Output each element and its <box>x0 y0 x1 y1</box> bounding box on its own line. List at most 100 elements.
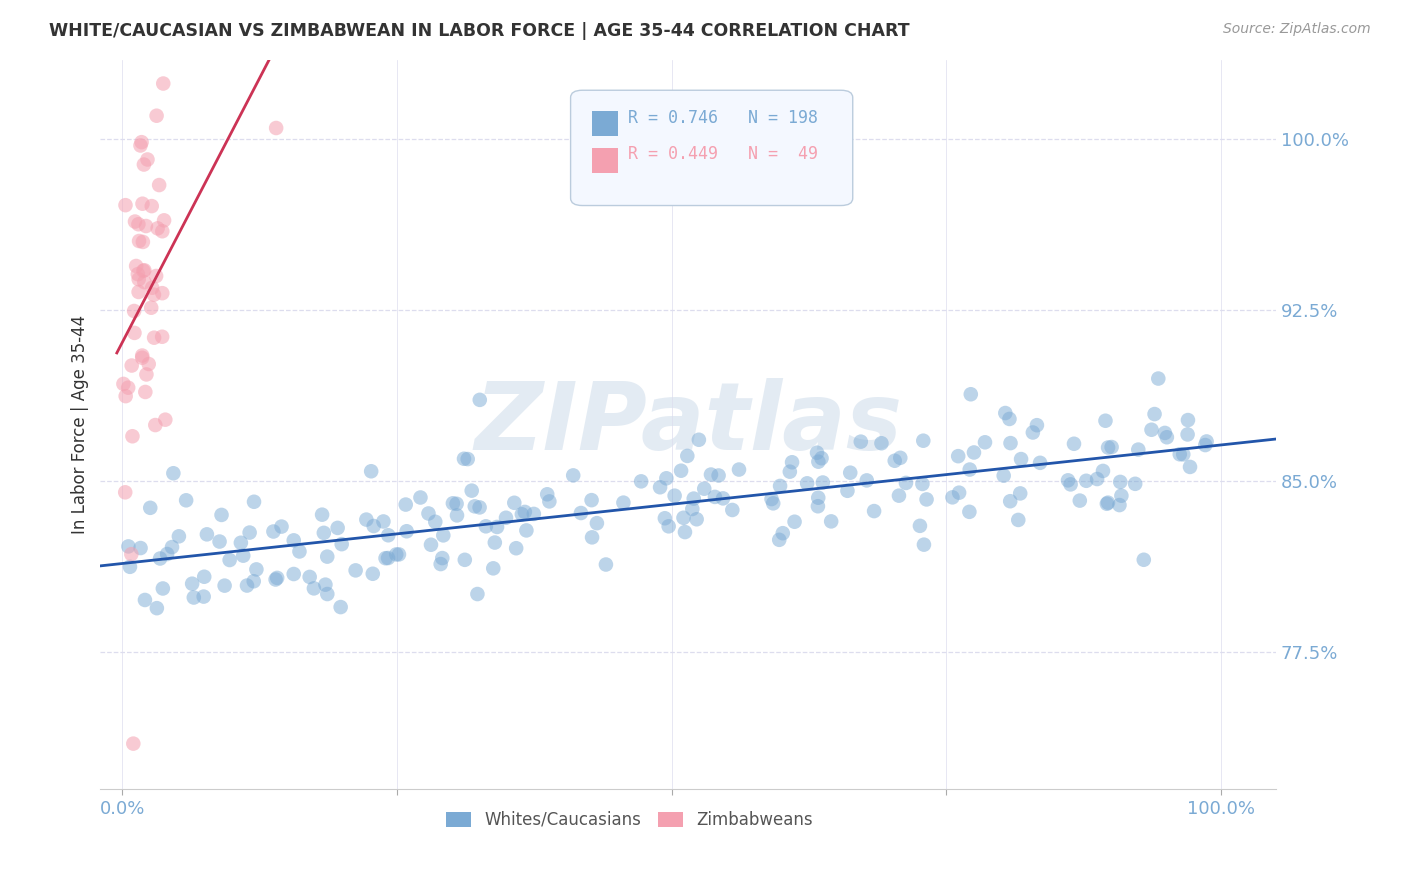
Point <box>811 475 834 490</box>
Point <box>143 418 166 433</box>
Point <box>685 512 707 526</box>
Point <box>1007 513 1029 527</box>
Point <box>457 452 479 467</box>
Point <box>146 601 169 615</box>
Point <box>908 519 931 533</box>
Point <box>344 563 367 577</box>
Point <box>1063 436 1085 450</box>
Point <box>783 515 806 529</box>
Point <box>134 593 156 607</box>
Point <box>807 455 830 469</box>
Point <box>114 485 136 500</box>
Text: R = 0.746   N = 198: R = 0.746 N = 198 <box>628 109 818 127</box>
Point <box>152 582 174 596</box>
Point <box>912 434 935 448</box>
Point <box>807 491 830 505</box>
Point <box>136 153 159 167</box>
Point <box>138 357 160 371</box>
Point <box>703 490 725 504</box>
Point <box>1178 459 1201 474</box>
Point <box>915 492 938 507</box>
Point <box>993 468 1015 483</box>
Bar <box>592 148 617 173</box>
Point <box>630 475 652 489</box>
Point <box>121 429 143 443</box>
Point <box>141 199 163 213</box>
Point <box>118 559 141 574</box>
Text: WHITE/CAUCASIAN VS ZIMBABWEAN IN LABOR FORCE | AGE 35-44 CORRELATION CHART: WHITE/CAUCASIAN VS ZIMBABWEAN IN LABOR F… <box>49 22 910 40</box>
Point <box>863 504 886 518</box>
Bar <box>592 112 617 136</box>
Point <box>1195 434 1218 449</box>
Point <box>513 505 536 519</box>
Point <box>128 234 150 248</box>
Point <box>1153 425 1175 440</box>
Point <box>894 475 917 490</box>
Point <box>420 538 443 552</box>
Point <box>193 570 215 584</box>
FancyBboxPatch shape <box>571 90 853 205</box>
Point <box>682 491 704 506</box>
Point <box>264 573 287 587</box>
Point <box>484 535 506 549</box>
Point <box>959 387 981 401</box>
Point <box>132 235 155 249</box>
Point <box>1133 553 1156 567</box>
Point <box>1194 438 1216 452</box>
Point <box>112 376 135 391</box>
Point <box>429 557 451 571</box>
Point <box>160 540 183 554</box>
Point <box>243 495 266 509</box>
Point <box>361 566 384 581</box>
Point <box>1156 430 1178 444</box>
Point <box>810 451 832 466</box>
Point <box>495 510 517 524</box>
Point <box>374 551 396 566</box>
Point <box>128 272 150 286</box>
Point <box>780 455 803 469</box>
Point <box>395 498 418 512</box>
Point <box>1010 452 1032 467</box>
Point <box>664 489 686 503</box>
Point <box>486 520 509 534</box>
Point <box>208 534 231 549</box>
Point <box>655 471 678 485</box>
Point <box>211 508 233 522</box>
Y-axis label: In Labor Force | Age 35-44: In Labor Force | Age 35-44 <box>72 315 89 534</box>
Point <box>145 268 167 283</box>
Point <box>124 326 146 340</box>
Point <box>214 579 236 593</box>
Point <box>150 330 173 344</box>
Point <box>1091 464 1114 478</box>
Point <box>948 449 970 463</box>
Point <box>153 213 176 227</box>
Point <box>1128 442 1150 457</box>
Point <box>468 392 491 407</box>
Point <box>769 479 792 493</box>
Point <box>1095 497 1118 511</box>
Point <box>998 494 1021 508</box>
Point <box>1010 486 1032 500</box>
Point <box>453 451 475 466</box>
Point <box>302 582 325 596</box>
Point <box>125 259 148 273</box>
Point <box>283 567 305 582</box>
Point <box>454 553 477 567</box>
Point <box>1168 447 1191 461</box>
Point <box>1000 436 1022 450</box>
Point <box>562 468 585 483</box>
Point <box>141 281 163 295</box>
Point <box>183 591 205 605</box>
Point <box>681 502 703 516</box>
Point <box>142 287 165 301</box>
Point <box>114 198 136 212</box>
Point <box>145 109 167 123</box>
Point <box>134 263 156 277</box>
Point <box>148 178 170 192</box>
Point <box>963 445 986 459</box>
Point <box>195 527 218 541</box>
Point <box>114 389 136 403</box>
Point <box>377 551 399 566</box>
Point <box>1059 477 1081 491</box>
Point <box>262 524 284 539</box>
